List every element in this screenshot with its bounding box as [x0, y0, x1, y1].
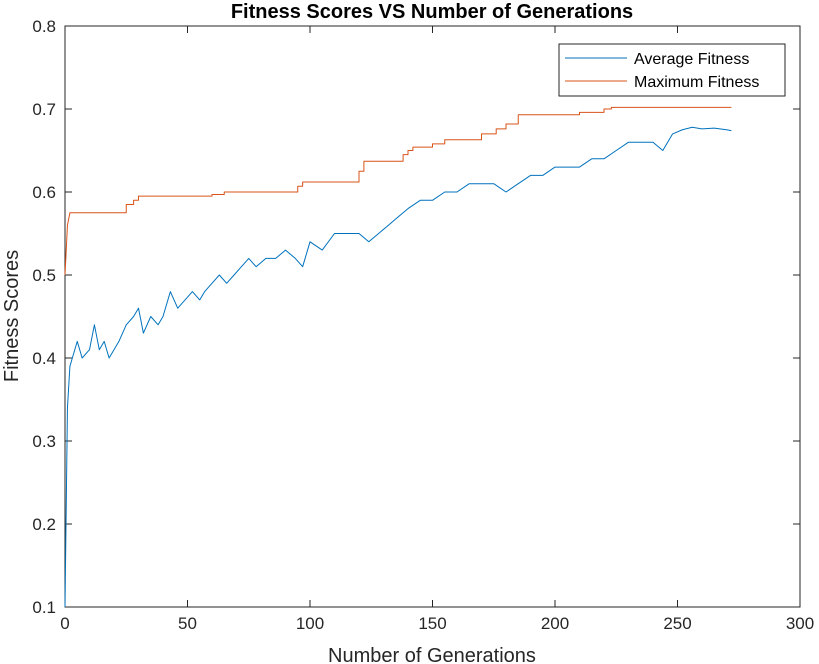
y-tick-label: 0.4: [32, 349, 56, 368]
x-tick-label: 300: [786, 614, 814, 633]
x-tick-label: 200: [541, 614, 569, 633]
maximum-fitness-line: [64, 106, 732, 276]
y-tick-label: 0.2: [32, 515, 56, 534]
x-axis-title: Number of Generations: [328, 645, 536, 664]
chart-title: Fitness Scores VS Number of Generations: [231, 1, 633, 23]
plot-area: [64, 25, 801, 608]
x-axis: 0 50 100 150 200 250 300: [60, 26, 814, 633]
legend-label-maximum: Maximum Fitness: [634, 74, 759, 91]
legend-label-average: Average Fitness: [634, 51, 749, 68]
y-tick-label: 0.6: [32, 183, 56, 202]
legend: Average Fitness Maximum Fitness: [558, 43, 786, 97]
y-tick-label: 0.8: [32, 17, 56, 36]
y-tick-label: 0.7: [32, 100, 56, 119]
x-tick-label: 50: [178, 614, 197, 633]
series-layer: [64, 106, 732, 608]
y-axis-title: Fitness Scores: [1, 250, 23, 382]
y-axis: 0.1 0.2 0.3 0.4 0.5 0.6 0.7 0.8: [32, 17, 800, 617]
x-tick-label: 150: [418, 614, 446, 633]
x-tick-label: 250: [663, 614, 691, 633]
y-tick-label: 0.5: [32, 266, 56, 285]
x-tick-label: 100: [296, 614, 324, 633]
average-fitness-line: [64, 126, 732, 608]
y-tick-label: 0.1: [32, 598, 56, 617]
legend-box: [558, 43, 786, 97]
y-tick-label: 0.3: [32, 432, 56, 451]
x-tick-label: 0: [60, 614, 69, 633]
